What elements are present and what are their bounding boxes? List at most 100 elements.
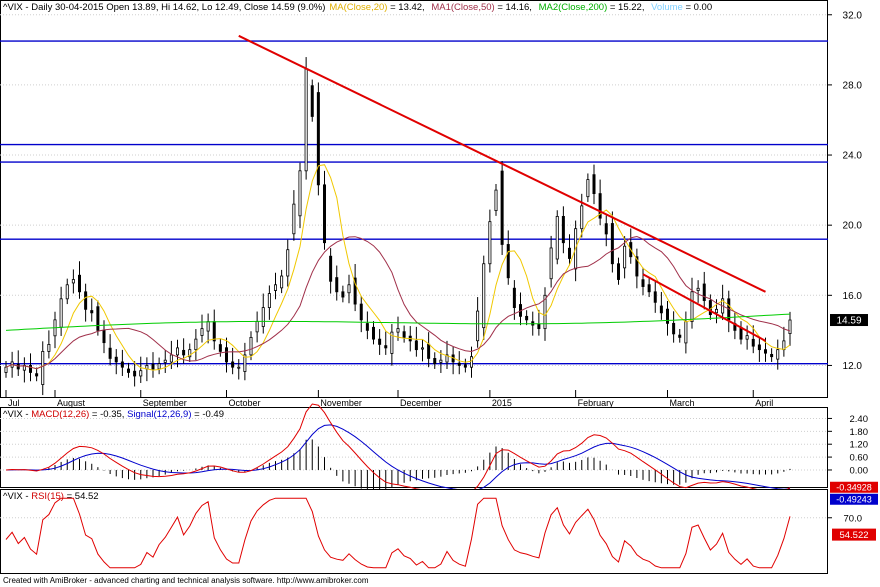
rsi-panel: 70.0 54.522 <box>0 489 876 574</box>
price-tick-label: 28.0 <box>843 80 863 91</box>
macd-tick-label: 1.20 <box>850 440 869 451</box>
candle-down <box>96 306 100 331</box>
macd-grid <box>0 417 828 471</box>
price-panel-frame <box>0 0 828 398</box>
price-panel: 32.0 28.0 24.0 20.0 16.0 12.0 14.59 Jul August S… <box>0 0 868 408</box>
candle-down <box>604 223 608 235</box>
candle-down <box>512 287 516 308</box>
trend-lines <box>238 34 766 342</box>
candle-up <box>255 321 259 333</box>
candle-down <box>120 361 124 368</box>
month-label: November <box>320 398 362 408</box>
ma50-value: = 14.16, <box>494 2 535 13</box>
rsi-line <box>5 497 791 569</box>
rsi-value-tag <box>832 528 876 541</box>
candle-down <box>500 170 504 245</box>
candle-up <box>65 284 69 300</box>
rsi-axis: 70.0 54.522 <box>828 513 876 541</box>
candle-up <box>41 351 45 385</box>
rsi-value: = 54.52 <box>63 491 99 502</box>
candle-down <box>35 373 39 377</box>
macd-tick-label: 0.00 <box>850 465 869 476</box>
candle-up <box>543 294 547 330</box>
candle-down <box>316 92 320 186</box>
candle-up <box>684 321 688 344</box>
candle-up <box>420 347 424 350</box>
price-tick-label: 24.0 <box>843 151 863 162</box>
candle-up <box>261 307 265 327</box>
trend-line <box>642 273 766 342</box>
candle-down <box>672 322 676 335</box>
candle-up <box>586 179 590 198</box>
candle-down <box>90 310 94 314</box>
signal-value-label: -0.49243 <box>836 495 872 505</box>
candle-up <box>469 356 473 368</box>
candle-up <box>390 331 394 354</box>
candle-down <box>329 255 333 282</box>
signal-line <box>5 424 791 492</box>
month-label: August <box>57 398 86 408</box>
candle-up <box>304 68 308 172</box>
candle-down <box>764 349 768 354</box>
month-label: April <box>755 398 773 408</box>
candle-down <box>353 277 357 305</box>
candle-up <box>715 308 719 314</box>
candle-up <box>696 287 700 291</box>
candle-down <box>28 365 32 373</box>
candle-up <box>280 275 284 289</box>
candle-down <box>617 263 621 280</box>
macd-tick-label: 1.80 <box>850 427 869 438</box>
rsi-header: ^VIX - RSI(15) = 54.52 <box>3 491 103 502</box>
candle-down <box>702 283 706 301</box>
candle-up <box>623 245 627 269</box>
candle-down <box>427 343 431 359</box>
macd-label: MACD(12,26) <box>31 409 90 420</box>
candle-down <box>653 291 657 303</box>
candle-up <box>555 216 559 260</box>
candle-down <box>770 353 774 358</box>
ma20-label: MA(Close,20) <box>329 2 388 13</box>
candle-up <box>745 335 749 340</box>
rsi-tick-label: 70.0 <box>844 513 863 524</box>
candle-up <box>482 263 486 329</box>
candle-down <box>610 223 614 265</box>
candle-down <box>414 340 418 351</box>
candle-down <box>598 193 602 219</box>
candle-up <box>445 354 449 363</box>
candle-down <box>506 244 510 279</box>
candle-down <box>127 368 131 373</box>
candle-down <box>592 174 596 195</box>
candle-down <box>182 349 186 356</box>
candle-up <box>139 370 143 377</box>
candle-up <box>206 321 210 332</box>
ma50-label: MA1(Close,50) <box>431 2 495 13</box>
macd-lines <box>5 403 791 494</box>
signal-label: Signal(12,26,9) <box>127 409 192 420</box>
rsi-line <box>5 497 791 569</box>
signal-value: = -0.49 <box>191 409 224 420</box>
candle-down <box>84 291 88 310</box>
candle-down <box>224 347 228 363</box>
candle-up <box>169 354 173 363</box>
candle-down <box>218 344 222 352</box>
month-label: March <box>670 398 695 408</box>
candle-down <box>341 291 345 298</box>
candle-up <box>396 328 400 333</box>
macd-value-tag <box>830 481 878 493</box>
macd-tick-label: 2.40 <box>850 414 869 425</box>
candle-up <box>157 363 161 370</box>
candle-up <box>249 336 253 356</box>
candle-down <box>78 274 82 293</box>
candle-down <box>635 256 639 277</box>
candle-up <box>439 359 443 363</box>
candle-up <box>476 310 480 342</box>
macd-line <box>5 403 791 494</box>
candle-up <box>200 328 204 336</box>
candle-down <box>371 326 375 340</box>
candle-down <box>568 247 572 259</box>
ma200-line <box>5 313 791 331</box>
price-tick-label: 16.0 <box>843 291 863 302</box>
ma20-value: = 13.42, <box>387 2 428 13</box>
month-label: 2015 <box>492 398 512 408</box>
candle-up <box>59 298 63 328</box>
